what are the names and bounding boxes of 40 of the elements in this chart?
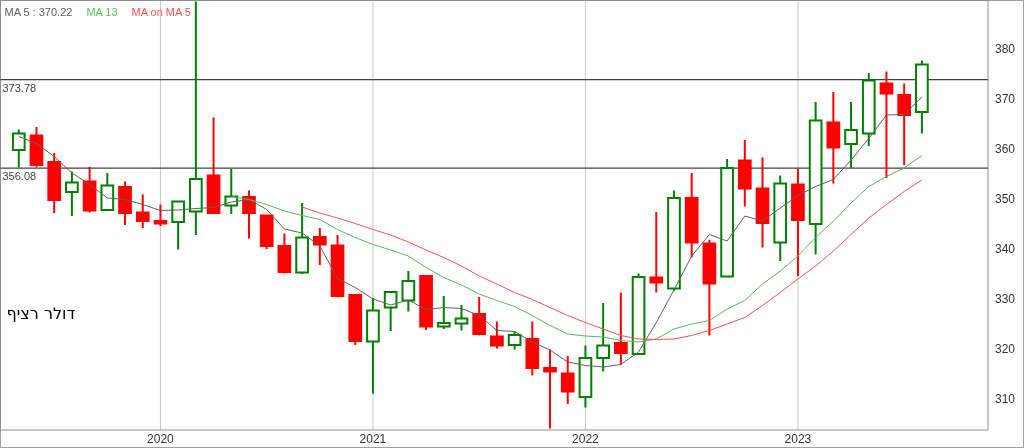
ref-line-label: 373.78	[2, 81, 37, 94]
candlestick	[472, 296, 487, 337]
candlestick	[312, 227, 327, 266]
y-tick-label: 380	[994, 41, 1016, 56]
candlestick	[897, 82, 912, 166]
candlestick	[11, 128, 26, 169]
y-tick-label: 340	[994, 241, 1016, 256]
x-tick-label: 2022	[572, 432, 600, 446]
y-tick-label: 330	[994, 291, 1016, 306]
candlestick	[383, 290, 398, 332]
candlestick	[596, 302, 610, 373]
candlestick	[543, 348, 557, 430]
ref-line-label: 356.08	[2, 170, 37, 183]
candlestick	[65, 170, 79, 217]
candlestick	[242, 189, 256, 240]
text: MA 5 : 370.22	[4, 5, 73, 18]
candlestick	[560, 355, 575, 405]
x-tick-label: 2020	[147, 432, 175, 446]
y-tick-label: 350	[994, 191, 1016, 206]
text: MA 13	[86, 5, 118, 18]
annotation: דולר רציף	[6, 304, 76, 324]
y-tick-label: 370	[994, 91, 1016, 106]
candlestick	[490, 320, 504, 350]
x-tick-label: 2021	[359, 432, 387, 446]
line-series	[301, 179, 923, 340]
candlestick	[649, 211, 664, 294]
candlestick	[614, 291, 628, 366]
candlestick	[844, 101, 858, 169]
candlestick	[135, 193, 150, 229]
candlestick	[454, 304, 469, 332]
candlestick	[401, 270, 416, 313]
x-tick-label: 2023	[784, 432, 812, 446]
candlestick	[436, 295, 451, 330]
candlestick	[879, 70, 894, 179]
y-tick-label: 360	[994, 141, 1016, 156]
candlestick	[153, 203, 168, 227]
candlestick	[171, 200, 185, 251]
text: MA on MA 5	[131, 5, 191, 18]
y-tick-label: 320	[994, 341, 1016, 356]
y-tick-label: 310	[994, 391, 1016, 406]
